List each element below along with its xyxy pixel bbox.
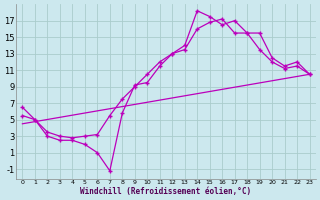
X-axis label: Windchill (Refroidissement éolien,°C): Windchill (Refroidissement éolien,°C) xyxy=(80,187,252,196)
